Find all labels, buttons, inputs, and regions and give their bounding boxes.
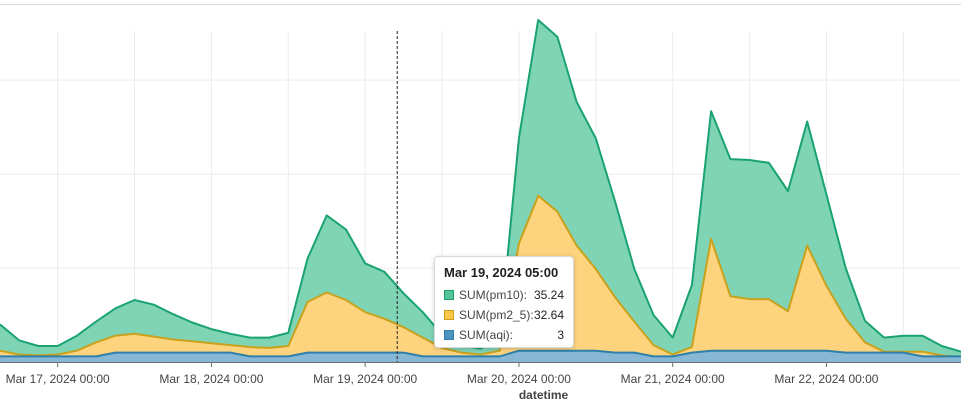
top-divider — [0, 4, 961, 5]
x-tick-label-5: Mar 22, 2024 00:00 — [774, 372, 878, 386]
tooltip-swatch-aqi — [444, 330, 454, 340]
x-tick-label-3: Mar 20, 2024 00:00 — [467, 372, 571, 386]
line-sum-pm10- — [0, 19, 961, 353]
x-tick-label-2: Mar 19, 2024 00:00 — [313, 372, 417, 386]
x-tick-label-0: Mar 17, 2024 00:00 — [6, 372, 110, 386]
area-sum-pm2-5- — [0, 195, 961, 362]
tooltip-title: Mar 19, 2024 05:00 — [444, 265, 559, 280]
chart-tooltip: Mar 19, 2024 05:00 SUM(pm10): 35.24 SUM(… — [434, 256, 574, 348]
tooltip-swatch-pm2_5 — [444, 310, 454, 320]
tooltip-row-pm2_5: SUM(pm2_5): 32.64 — [444, 305, 564, 325]
tooltip-label-pm10: SUM(pm10): — [459, 288, 528, 302]
tooltip-row-pm10: SUM(pm10): 35.24 — [444, 285, 564, 305]
tooltip-label-aqi: SUM(aqi): — [459, 328, 514, 342]
x-tick-label-4: Mar 21, 2024 00:00 — [621, 372, 725, 386]
line-sum-pm2-5- — [0, 194, 961, 359]
x-axis-title: datetime — [519, 388, 569, 402]
tooltip-value-pm10: 35.24 — [533, 288, 564, 302]
tooltip-swatch-pm10 — [444, 290, 454, 300]
tooltip-label-pm2_5: SUM(pm2_5): — [459, 308, 534, 322]
tooltip-value-aqi: 3 — [557, 328, 564, 342]
area-sum-aqi- — [0, 350, 961, 362]
x-tick-label-1: Mar 18, 2024 00:00 — [159, 372, 263, 386]
line-sum-aqi- — [0, 349, 961, 358]
tooltip-row-aqi: SUM(aqi): 3 — [444, 325, 564, 345]
tooltip-value-pm2_5: 32.64 — [533, 308, 564, 322]
